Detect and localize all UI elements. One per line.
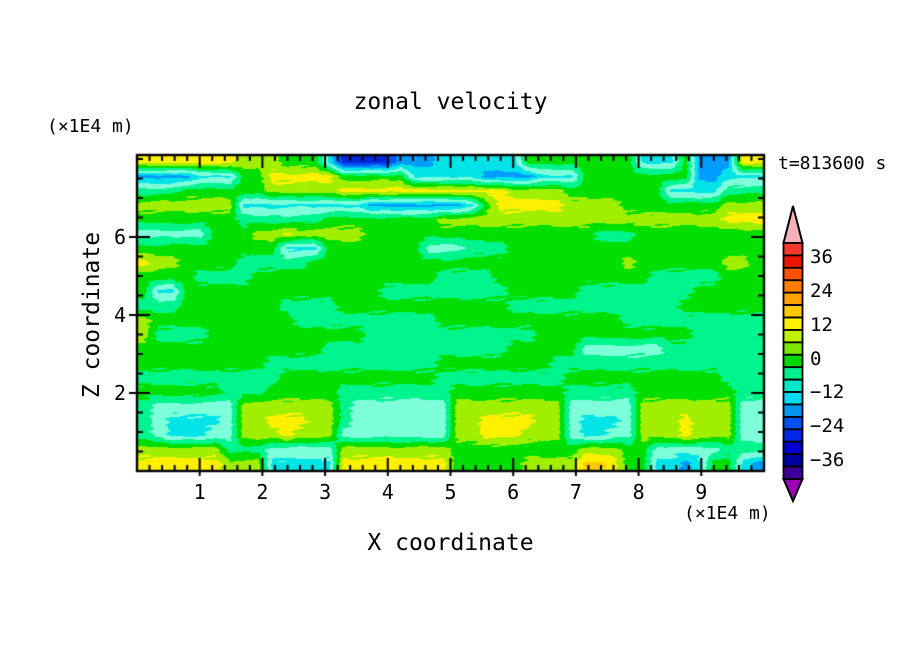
z-tick-label: 4 [113,302,126,327]
colorbar-segment [782,279,804,294]
colorbar-segment [782,291,804,307]
x-axis-label: X coordinate [367,530,534,556]
colorbar-label: −36 [810,448,845,471]
colorbar-segment [782,378,804,393]
x-tick-label: 4 [381,480,394,504]
colorbar-arrow-bottom [781,478,805,504]
colorbar-segment [782,353,804,369]
colorbar-segment [782,391,804,406]
colorbar-segment [782,453,804,468]
colorbar-segment [782,254,804,269]
colorbar-segment [782,428,804,443]
colorbar-label: 12 [810,313,833,336]
plot-title: zonal velocity [353,89,548,115]
colorbar-label: −24 [810,415,845,438]
colorbar-label: 36 [810,246,833,269]
x-tick-label: 5 [444,480,457,504]
z-axis-label: Z coordinate [79,231,105,399]
colorbar [781,205,805,504]
colorbar-segment [782,266,804,282]
x-tick-label: 7 [569,480,582,504]
colorbar-segment [782,465,804,480]
colorbar-label: 0 [810,347,822,370]
colorbar-segment [782,242,804,257]
x-tick-label: 6 [507,480,520,504]
x-tick-label: 9 [695,480,708,504]
colorbar-segment [782,329,804,344]
colorbar-segment [782,341,804,356]
x-axis-units-label: (×1E4 m) [684,503,771,524]
colorbar-label: 24 [810,279,833,302]
contour-plot-canvas [120,145,780,490]
colorbar-segment [782,440,804,456]
x-tick-label: 8 [632,480,645,504]
z-tick-label: 6 [113,224,126,249]
colorbar-segment [782,366,804,381]
x-tick-label: 3 [319,480,332,504]
colorbar-segment [782,403,804,418]
z-axis-units-label: (×1E4 m) [47,116,134,137]
colorbar-segment [782,304,804,319]
colorbar-arrow-top [782,205,804,244]
time-annotation: t=813600 s [778,153,887,174]
colorbar-segment [782,316,804,331]
x-tick-label: 2 [256,480,269,504]
z-tick-label: 2 [113,380,126,405]
x-tick-label: 1 [193,480,206,504]
colorbar-label: −12 [810,381,845,404]
colorbar-segment [782,415,804,431]
